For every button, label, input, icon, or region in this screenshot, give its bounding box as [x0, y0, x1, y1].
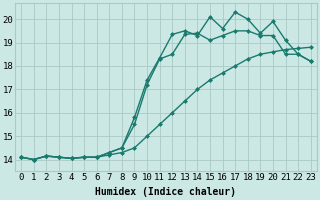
X-axis label: Humidex (Indice chaleur): Humidex (Indice chaleur)	[95, 187, 236, 197]
